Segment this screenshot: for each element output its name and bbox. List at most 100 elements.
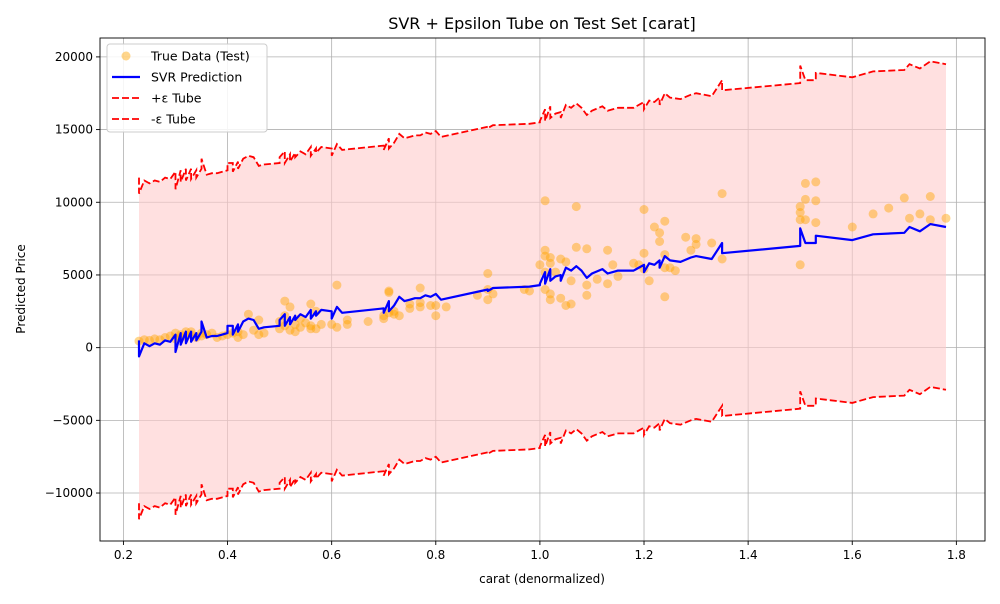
true-data-point bbox=[582, 290, 592, 300]
true-data-point bbox=[795, 202, 805, 212]
true-data-point bbox=[254, 330, 264, 340]
true-data-point bbox=[540, 251, 550, 261]
epsilon-tube-fill bbox=[139, 61, 946, 520]
y-tick-label: 20000 bbox=[55, 50, 93, 64]
true-data-point bbox=[290, 327, 300, 337]
chart-title: SVR + Epsilon Tube on Test Set [carat] bbox=[388, 14, 696, 33]
x-axis-label: carat (denormalized) bbox=[479, 572, 605, 586]
true-data-point bbox=[556, 254, 566, 264]
true-data-point bbox=[899, 193, 909, 203]
true-data-point bbox=[639, 248, 649, 258]
minus-epsilon-tube-line bbox=[138, 385, 947, 520]
y-tick-label: 10000 bbox=[55, 195, 93, 209]
true-data-point bbox=[691, 234, 701, 244]
true-data-point bbox=[655, 228, 665, 238]
y-tick-label: −10000 bbox=[45, 486, 93, 500]
true-data-point bbox=[431, 301, 441, 310]
true-data-point bbox=[525, 286, 534, 296]
true-data-point bbox=[561, 257, 571, 267]
true-data-point bbox=[249, 325, 259, 335]
true-data-point bbox=[717, 189, 727, 199]
true-data-point bbox=[405, 303, 415, 313]
true-data-point bbox=[342, 315, 352, 325]
legend-label: True Data (Test) bbox=[150, 49, 250, 64]
true-data-point bbox=[629, 258, 639, 268]
plot-content bbox=[134, 60, 951, 520]
true-data-point bbox=[540, 196, 550, 206]
legend-label: +ε Tube bbox=[151, 91, 202, 106]
true-data-point bbox=[441, 302, 451, 312]
true-data-point bbox=[545, 289, 555, 299]
true-data-point bbox=[306, 321, 316, 331]
true-data-point bbox=[603, 245, 613, 255]
true-data-point bbox=[915, 209, 925, 219]
true-data-point bbox=[301, 318, 311, 328]
true-data-point bbox=[800, 194, 810, 204]
true-data-point bbox=[254, 315, 264, 325]
plot-area: 0.2 0.4 0.6 0.8 1.0 1.2 1.4 1.6 1.8 −10000 −5000 0 5… bbox=[45, 37, 986, 562]
true-data-point bbox=[566, 299, 576, 309]
true-data-point bbox=[717, 254, 727, 264]
axes-frame bbox=[99, 37, 986, 542]
true-data-point bbox=[670, 266, 680, 276]
x-tick-label: 1.8 bbox=[947, 548, 966, 562]
true-data-point bbox=[811, 218, 821, 228]
true-data-point bbox=[238, 330, 248, 340]
y-tick-label: −5000 bbox=[52, 413, 93, 427]
x-tick-label: 1.2 bbox=[634, 548, 653, 562]
true-data-point bbox=[394, 311, 404, 321]
true-data-point bbox=[259, 328, 269, 338]
true-data-point bbox=[603, 279, 613, 289]
true-data-point bbox=[540, 285, 550, 294]
true-data-point bbox=[868, 209, 878, 219]
true-data-point bbox=[160, 333, 170, 342]
true-data-point bbox=[233, 333, 243, 342]
y-axis-label: Predicted Price bbox=[14, 244, 28, 333]
true-data-point bbox=[811, 196, 821, 206]
scatter-points bbox=[134, 177, 951, 346]
true-data-point bbox=[925, 192, 935, 201]
true-data-point bbox=[582, 280, 592, 290]
true-data-point bbox=[795, 208, 805, 217]
true-data-point bbox=[545, 295, 555, 305]
x-tick-label: 0.2 bbox=[114, 548, 133, 562]
svr-prediction-line bbox=[137, 223, 947, 358]
true-data-point bbox=[280, 296, 290, 306]
true-data-point bbox=[556, 293, 566, 303]
y-tick-label: 15000 bbox=[55, 123, 93, 137]
true-data-point bbox=[285, 325, 295, 335]
x-tick-label: 0.6 bbox=[322, 548, 341, 562]
true-data-point bbox=[925, 215, 935, 225]
true-data-point bbox=[884, 203, 894, 213]
x-tick-label: 1.6 bbox=[843, 548, 862, 562]
true-data-point bbox=[571, 202, 581, 212]
true-data-point bbox=[639, 205, 649, 214]
true-data-point bbox=[389, 309, 399, 319]
true-data-point bbox=[847, 222, 857, 232]
true-data-point bbox=[545, 253, 555, 262]
true-data-point bbox=[311, 324, 321, 334]
axis-ticks: 0.2 0.4 0.6 0.8 1.0 1.2 1.4 1.6 1.8 −10000 −5000 0 5… bbox=[45, 50, 966, 562]
y-tick-label: 5000 bbox=[62, 268, 93, 282]
true-data-point bbox=[545, 258, 555, 268]
true-data-point bbox=[295, 322, 305, 332]
true-data-point bbox=[363, 317, 373, 326]
true-data-point bbox=[316, 319, 326, 329]
true-data-point bbox=[608, 260, 618, 270]
true-data-point bbox=[306, 324, 316, 334]
true-data-point bbox=[342, 319, 352, 329]
true-data-point bbox=[384, 287, 394, 297]
true-data-point bbox=[795, 260, 805, 270]
x-tick-label: 1.4 bbox=[739, 548, 758, 562]
legend-label: -ε Tube bbox=[151, 112, 196, 127]
true-data-point bbox=[285, 302, 295, 312]
true-data-point bbox=[384, 286, 394, 296]
true-data-point bbox=[415, 283, 425, 293]
true-data-point bbox=[327, 319, 337, 329]
true-data-point bbox=[379, 311, 389, 321]
true-data-point bbox=[223, 330, 232, 340]
true-data-point bbox=[941, 213, 951, 223]
x-tick-label: 1.0 bbox=[530, 548, 549, 562]
true-data-point bbox=[566, 276, 576, 286]
true-data-point bbox=[415, 302, 425, 312]
